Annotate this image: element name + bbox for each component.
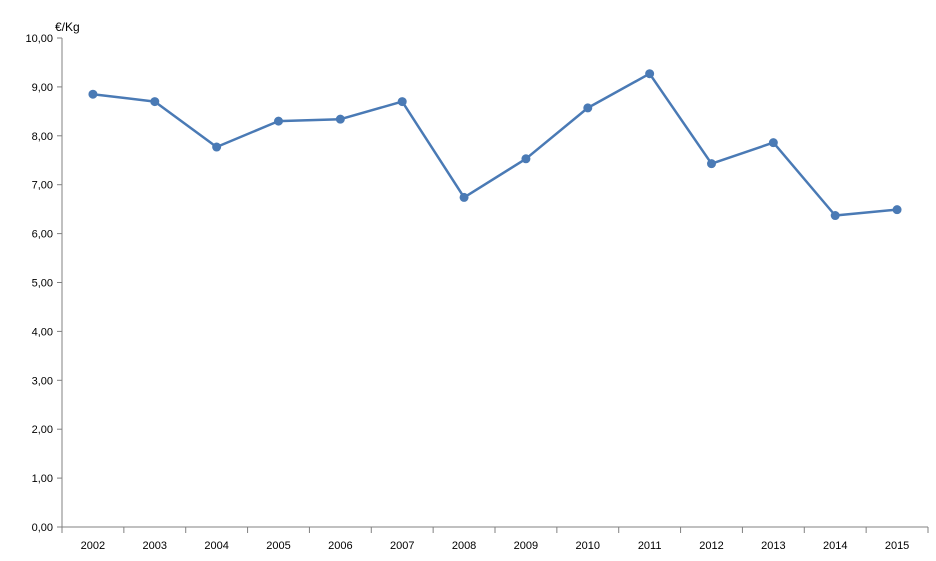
y-tick-label: 7,00 <box>32 180 53 192</box>
data-point <box>707 159 716 169</box>
data-point <box>830 211 840 221</box>
x-tick-label: 2011 <box>638 540 662 552</box>
data-point <box>459 192 469 202</box>
data-point <box>583 103 593 113</box>
x-tick-label: 2013 <box>761 540 785 552</box>
x-tick-label: 2007 <box>390 540 414 552</box>
y-tick-label: 4,00 <box>32 326 53 338</box>
y-tick-label: 3,00 <box>32 375 53 387</box>
y-tick-label: 8,00 <box>32 131 53 143</box>
data-point <box>88 89 98 99</box>
data-point <box>521 154 531 164</box>
data-point <box>212 142 222 152</box>
series-line <box>92 72 898 217</box>
series-group <box>88 69 902 221</box>
x-axis: 2002 2003 2004 2005 2006 2007 2008 2009 2010 2011… <box>61 526 929 552</box>
data-point <box>335 114 345 124</box>
y-axis-unit-label: €/Kg <box>55 20 80 34</box>
x-tick-label: 2008 <box>452 540 476 552</box>
data-point <box>397 97 407 107</box>
y-tick-label: 1,00 <box>32 473 53 485</box>
data-point <box>645 69 655 79</box>
data-point <box>150 97 160 107</box>
y-tick-label: 6,00 <box>32 229 53 241</box>
y-tick-label: 9,00 <box>32 82 53 94</box>
x-tick-label: 2010 <box>576 540 600 552</box>
data-point <box>274 116 283 126</box>
y-tick-label: 10,00 <box>25 33 53 45</box>
y-tick-label: 5,00 <box>32 278 53 290</box>
x-tick-label: 2006 <box>328 540 352 552</box>
x-tick-label: 2004 <box>204 540 228 552</box>
x-tick-label: 2002 <box>81 540 105 552</box>
data-point <box>892 205 902 215</box>
x-tick-label: 2015 <box>885 540 909 552</box>
x-tick-label: 2003 <box>143 540 167 552</box>
x-tick-label: 2009 <box>514 540 538 552</box>
y-tick-label: 2,00 <box>32 424 53 436</box>
y-axis: 0,00 1,00 2,00 3,00 4,00 5,00 6,00 7,00 8,00 9,00… <box>25 33 63 534</box>
x-tick-label: 2014 <box>823 540 847 552</box>
x-tick-label: 2005 <box>266 540 290 552</box>
x-tick-label: 2012 <box>699 540 723 552</box>
y-tick-label: 0,00 <box>32 522 53 534</box>
data-point <box>768 138 778 148</box>
